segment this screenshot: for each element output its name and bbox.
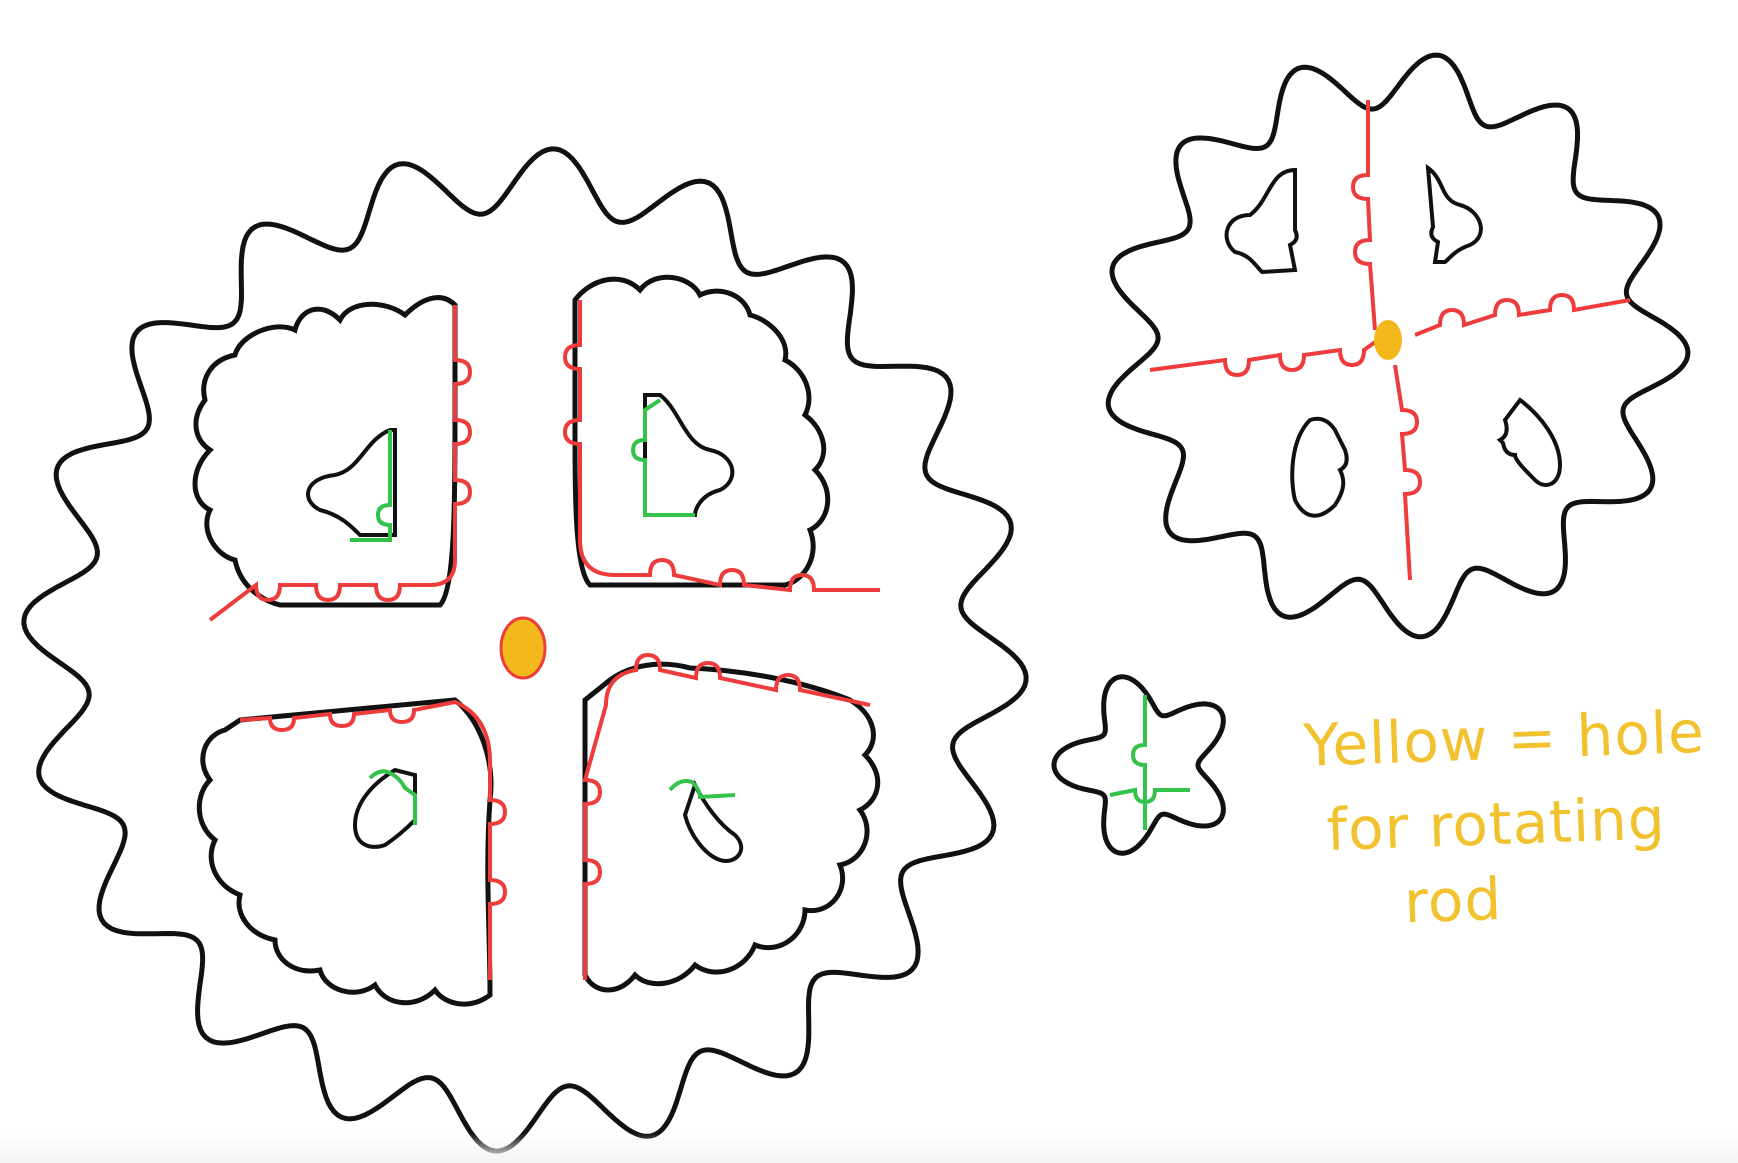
large-gear-piece-tr bbox=[643, 393, 735, 517]
large-gear-piece-tl bbox=[306, 428, 397, 537]
large-gear-outline bbox=[21, 146, 1029, 1154]
large-gear-cut-line-top-right bbox=[562, 300, 880, 593]
medium-gear-piece-tl bbox=[1224, 167, 1299, 275]
small-gear-outline bbox=[1051, 674, 1226, 856]
legend-note: Yellow = hole for rotating rod bbox=[1302, 698, 1706, 937]
note-line-2: for rotating bbox=[1325, 784, 1666, 864]
large-gear-green-tr bbox=[630, 398, 695, 517]
large-gear-piece-br bbox=[682, 779, 744, 863]
large-gear-green-tl bbox=[350, 430, 392, 542]
large-gear bbox=[21, 146, 1029, 1154]
large-gear-inner-window-bottom-left bbox=[196, 697, 494, 1007]
medium-gear bbox=[1105, 52, 1691, 640]
medium-gear-rod-hole bbox=[1374, 320, 1402, 360]
medium-gear-cut-line-vertical bbox=[1350, 100, 1423, 581]
small-gear-green-cut bbox=[1109, 695, 1190, 830]
large-gear-inner-window-bottom-right bbox=[582, 661, 881, 993]
medium-gear-cut-line-horizontal bbox=[1149, 292, 1631, 378]
large-gear-green-bl bbox=[368, 769, 417, 825]
large-gear-green-br bbox=[668, 779, 736, 800]
large-gear-cut-line-bottom-left bbox=[239, 699, 508, 980]
large-gear-piece-bl bbox=[352, 767, 417, 849]
medium-gear-outline bbox=[1105, 52, 1691, 640]
large-gear-cut-line-top-left bbox=[208, 305, 473, 622]
large-gear-cut-line-bottom-right bbox=[582, 652, 871, 980]
note-line-1: Yellow = hole bbox=[1302, 698, 1706, 780]
large-gear-inner-window-top-right bbox=[572, 274, 831, 588]
medium-gear-piece-br bbox=[1496, 397, 1563, 487]
medium-gear-piece-tr bbox=[1425, 163, 1483, 264]
small-gear bbox=[1051, 674, 1226, 856]
large-gear-inner-window-top-left bbox=[192, 295, 458, 608]
note-line-3: rod bbox=[1403, 865, 1503, 936]
medium-gear-piece-bl bbox=[1290, 416, 1349, 518]
large-gear-rod-hole bbox=[499, 616, 547, 680]
